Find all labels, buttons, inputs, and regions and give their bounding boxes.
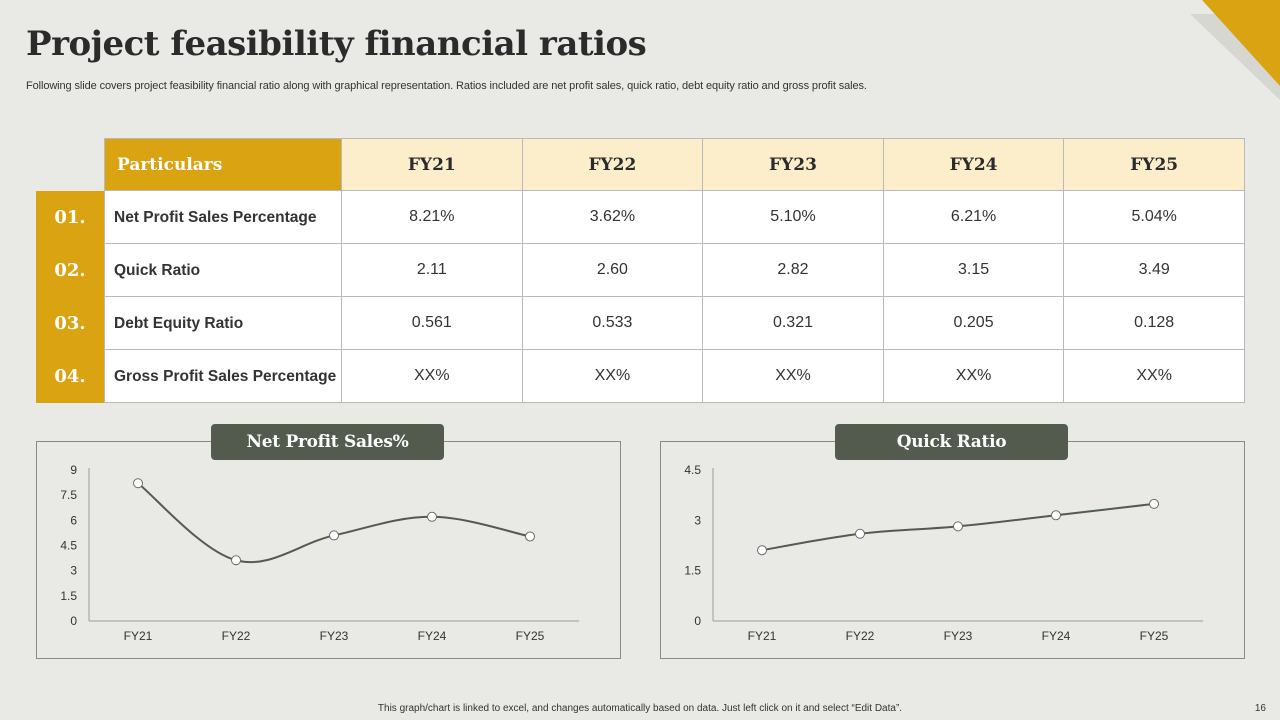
row-value: 0.128: [1064, 297, 1245, 350]
y-tick-label: 6: [70, 513, 77, 527]
header-particulars: Particulars: [104, 138, 342, 191]
x-tick-label: FY22: [222, 629, 251, 643]
row-value: 8.21%: [342, 191, 523, 244]
row-value: 5.10%: [703, 191, 884, 244]
table-row: 02. Quick Ratio 2.11 2.60 2.82 3.15 3.49: [36, 244, 1245, 297]
header-year: FY24: [883, 138, 1065, 191]
x-tick-label: FY24: [418, 629, 447, 643]
page-title: Project feasibility financial ratios: [26, 24, 647, 64]
row-label: Net Profit Sales Percentage: [104, 191, 342, 244]
x-tick-label: FY21: [748, 629, 777, 643]
page-subtitle: Following slide covers project feasibili…: [26, 80, 867, 92]
table-row: 04. Gross Profit Sales Percentage XX% XX…: [36, 350, 1245, 403]
row-label: Debt Equity Ratio: [104, 297, 342, 350]
series-line: [137, 482, 531, 564]
ratios-table: Particulars FY21 FY22 FY23 FY24 FY25 01.…: [36, 138, 1245, 403]
page-number: 16: [1254, 703, 1266, 714]
row-value: 5.04%: [1064, 191, 1245, 244]
row-number: 01.: [36, 191, 104, 244]
net-profit-chart-title: Net Profit Sales%: [211, 424, 444, 460]
x-tick-label: FY25: [516, 629, 545, 643]
row-value: 0.321: [703, 297, 884, 350]
x-tick-label: FY25: [1140, 629, 1169, 643]
header-year: FY23: [703, 138, 884, 191]
x-tick-label: FY23: [944, 629, 973, 643]
data-point: [525, 531, 535, 542]
quick-ratio-chart-title: Quick Ratio: [835, 424, 1068, 460]
net-profit-chart[interactable]: 0 1.5 3 4.5 6 7.5 9 FY21 FY22 FY23 FY24 FY25: [37, 442, 620, 658]
table-corner-blank: [36, 138, 104, 191]
row-label: Quick Ratio: [104, 244, 342, 297]
row-value: XX%: [522, 350, 704, 403]
row-value: XX%: [342, 350, 523, 403]
x-tick-label: FY23: [320, 629, 349, 643]
header-year: FY22: [522, 138, 704, 191]
y-tick-label: 4.5: [684, 463, 701, 477]
y-tick-label: 0: [70, 614, 77, 628]
table-row: 03. Debt Equity Ratio 0.561 0.533 0.321 …: [36, 297, 1245, 350]
y-tick-label: 1.5: [60, 589, 77, 603]
row-value: 3.49: [1064, 244, 1245, 297]
row-value: 6.21%: [883, 191, 1065, 244]
data-point: [329, 530, 339, 541]
x-tick-label: FY21: [124, 629, 153, 643]
footer-note: This graph/chart is linked to excel, and…: [377, 703, 903, 714]
header-year: FY25: [1064, 138, 1245, 191]
row-value: 0.205: [883, 297, 1065, 350]
data-point: [855, 528, 865, 539]
y-tick-label: 3: [70, 564, 77, 578]
row-value: 3.62%: [522, 191, 704, 244]
row-value: XX%: [703, 350, 884, 403]
table-header-row: Particulars FY21 FY22 FY23 FY24 FY25: [36, 138, 1245, 191]
y-tick-label: 0: [694, 614, 701, 628]
x-tick-label: FY24: [1042, 629, 1071, 643]
data-point: [757, 545, 767, 556]
row-value: 0.561: [342, 297, 523, 350]
data-point: [1149, 498, 1159, 509]
y-tick-label: 7.5: [60, 488, 77, 502]
row-number: 03.: [36, 297, 104, 350]
row-value: 3.15: [883, 244, 1065, 297]
quick-ratio-chart[interactable]: 0 1.5 3 4.5 FY21 FY22 FY23 FY24 FY25: [661, 442, 1244, 658]
row-value: 2.11: [342, 244, 523, 297]
x-tick-label: FY22: [846, 629, 875, 643]
data-point: [231, 555, 241, 566]
table-row: 01. Net Profit Sales Percentage 8.21% 3.…: [36, 191, 1245, 244]
row-number: 04.: [36, 350, 104, 403]
row-value: XX%: [1064, 350, 1245, 403]
header-year: FY21: [342, 138, 523, 191]
data-point: [427, 511, 437, 522]
y-tick-label: 3: [694, 513, 701, 527]
y-tick-label: 4.5: [60, 539, 77, 553]
row-label: Gross Profit Sales Percentage: [104, 350, 342, 403]
row-value: 2.82: [703, 244, 884, 297]
row-value: 2.60: [522, 244, 704, 297]
data-point: [953, 521, 963, 532]
data-point: [133, 478, 143, 489]
data-point: [1051, 510, 1061, 521]
y-tick-label: 1.5: [684, 564, 701, 578]
quick-ratio-chart-panel: 0 1.5 3 4.5 FY21 FY22 FY23 FY24 FY25: [660, 441, 1245, 659]
y-tick-label: 9: [70, 463, 77, 477]
corner-decoration: [1190, 0, 1280, 100]
net-profit-chart-panel: 0 1.5 3 4.5 6 7.5 9 FY21 FY22 FY23 FY24 FY25: [36, 441, 621, 659]
row-number: 02.: [36, 244, 104, 297]
row-value: 0.533: [522, 297, 704, 350]
row-value: XX%: [883, 350, 1065, 403]
